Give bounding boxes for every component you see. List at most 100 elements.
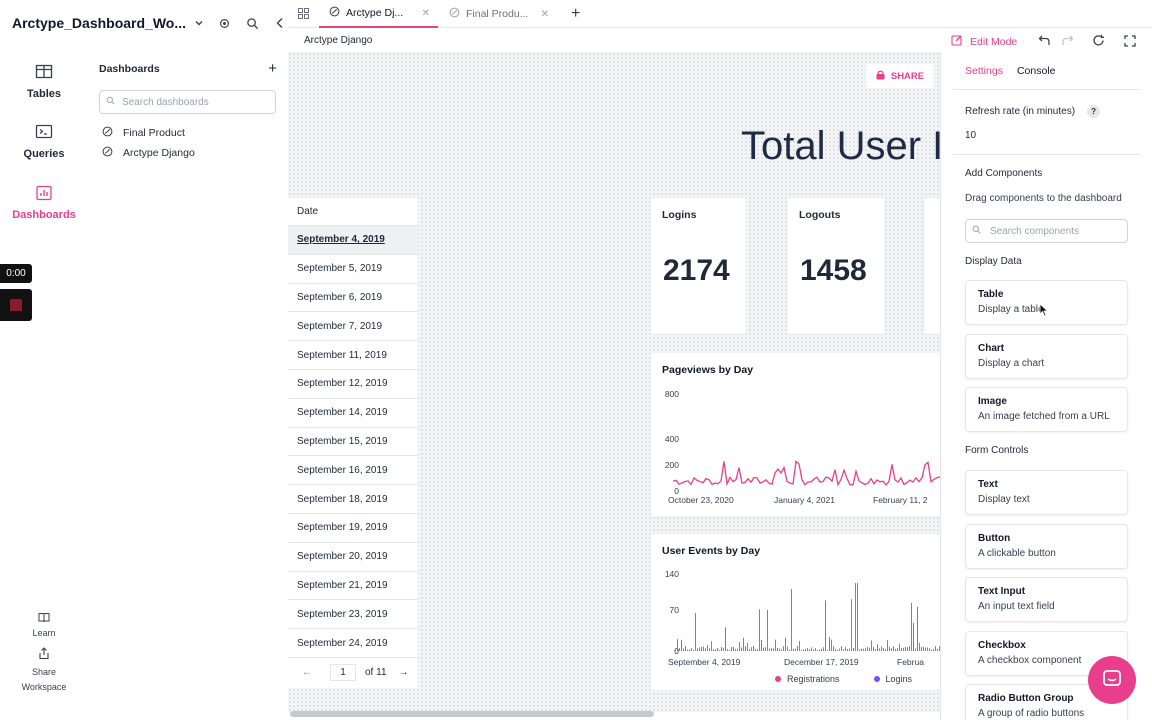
y-tick-label: 0 [674,486,679,496]
component-card-button[interactable]: Button A clickable button [965,523,1128,569]
event-bar [833,646,834,651]
event-bar [851,599,852,651]
table-row[interactable]: September 19, 2019 [288,513,418,543]
event-bar [731,647,732,651]
dashboards-heading-row: Dashboards + [99,60,277,77]
event-bar [769,648,770,651]
metric-card-logins[interactable]: Logins 2174 [651,198,746,334]
grid-icon[interactable] [298,8,309,19]
redo-icon[interactable] [1061,34,1074,50]
event-bar [709,648,710,651]
event-bar [909,646,910,651]
event-bar [865,648,866,651]
breadcrumb: Arctype Django [304,35,373,46]
search-components-input[interactable]: Search components [965,219,1128,243]
tab-arctype-django[interactable]: Arctype Dj... ✕ [319,0,438,28]
workspace-title[interactable]: Arctype_Dashboard_Wo... [12,15,187,31]
x-tick-label: February 11, 2 [873,495,928,505]
table-row[interactable]: September 18, 2019 [288,485,418,514]
metric-card-logouts[interactable]: Logouts 1458 [788,198,884,334]
event-bar [739,642,740,651]
close-icon[interactable]: ✕ [540,8,549,20]
component-card-image[interactable]: Image An image fetched from a URL [965,387,1128,433]
table-row[interactable]: September 20, 2019 [288,542,418,572]
share-button[interactable]: SHARE [866,64,934,88]
nav-queries[interactable]: Queries [0,124,88,160]
new-tab-button[interactable]: + [571,5,581,22]
table-row[interactable]: September 24, 2019 [288,629,418,658]
legend-label: Logins [885,674,913,684]
table-row[interactable]: September 6, 2019 [288,283,418,313]
events-chart-card[interactable]: User Events by Day 140 70 0 September 4, 2… [651,534,940,690]
chat-launcher-button[interactable] [1088,656,1136,704]
arrow-right-icon[interactable]: → [398,667,409,679]
close-icon[interactable]: ✕ [421,7,430,19]
event-bar [705,648,706,651]
help-icon[interactable]: ? [1087,105,1101,118]
component-card-text-input[interactable]: Text Input An input text field [965,577,1128,623]
nav-share[interactable]: Share Workspace [0,647,88,695]
event-bar [839,648,840,651]
divider [953,89,1141,90]
table-row[interactable]: September 14, 2019 [288,398,418,428]
table-row[interactable]: September 23, 2019 [288,600,418,630]
table-row[interactable]: September 16, 2019 [288,456,418,486]
component-card-chart[interactable]: Chart Display a chart [965,333,1128,379]
event-bar [843,649,844,651]
lock-icon [876,70,885,83]
gear-icon[interactable] [218,17,231,30]
refresh-rate-input[interactable]: 10 [965,130,977,141]
nav-tables[interactable]: Tables [0,64,88,100]
event-bar [699,647,700,651]
table-row[interactable]: September 15, 2019 [288,427,418,457]
refresh-icon[interactable] [1092,34,1105,50]
pageviews-chart-card[interactable]: Pageviews by Day 800 400 200 0 October 23, … [651,353,940,516]
search-dashboards-input[interactable]: Search dashboards [99,90,276,114]
event-bar [689,649,690,651]
tab-settings[interactable]: Settings [965,65,1003,77]
canvas-scrollbar[interactable] [290,711,654,717]
component-card-table[interactable]: Table Display a table [965,280,1128,325]
table-row[interactable]: September 7, 2019 [288,312,418,342]
tab-console[interactable]: Console [1016,65,1056,77]
recorder-stop-button[interactable] [0,289,32,321]
nav-dashboards[interactable]: Dashboards [0,185,88,221]
nav-learn-label: Learn [32,628,56,638]
event-bar [927,647,928,651]
event-bar [893,646,894,651]
event-bar [819,649,820,651]
chevron-down-icon[interactable] [194,18,204,28]
dashboard-item-arctype-django[interactable]: Arctype Django [102,146,195,160]
table-row[interactable]: September 12, 2019 [288,369,418,399]
event-bar [885,649,886,651]
table-row[interactable]: September 11, 2019 [288,341,418,370]
add-dashboard-icon[interactable]: + [268,60,277,77]
nav-learn[interactable]: Learn [0,612,88,638]
event-bar [703,646,704,651]
x-tick-label: October 23, 2020 [668,495,734,505]
nav-workspace-label: Workspace [21,682,67,692]
table-row[interactable]: September 4, 2019 [288,226,418,255]
tab-final-product[interactable]: Final Produ... ✕ [439,0,557,28]
event-bar [785,637,786,651]
component-card-text[interactable]: Text Display text [965,470,1128,515]
undo-icon[interactable] [1038,34,1051,50]
stop-icon [10,299,22,311]
event-bar [901,648,902,651]
event-bar [813,649,814,651]
event-bar [807,647,808,651]
fullscreen-icon[interactable] [1124,35,1136,50]
table-row[interactable]: September 5, 2019 [288,254,418,284]
arrow-left-icon[interactable]: ← [302,667,312,679]
page-input[interactable]: 1 [330,664,356,682]
search-icon[interactable] [246,17,259,30]
edit-mode-button[interactable]: Edit Mode [951,34,1017,49]
x-tick-label: December 17, 2019 [784,657,859,667]
event-bar [881,646,882,651]
component-title: Image [978,396,1007,408]
table-row[interactable]: September 21, 2019 [288,571,418,601]
dashboard-item-final-product[interactable]: Final Product [102,126,185,140]
event-bar [873,647,874,651]
nav-tables-label: Tables [26,88,62,100]
chevron-left-icon[interactable] [275,17,285,29]
